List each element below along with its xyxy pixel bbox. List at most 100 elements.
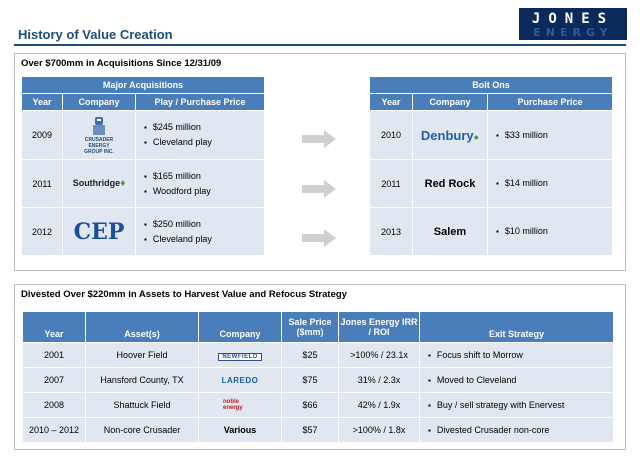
price-text: $14 million xyxy=(496,176,612,191)
year-cell: 2013 xyxy=(370,208,412,255)
detail-cell: $250 million Cleveland play xyxy=(136,208,264,255)
detail-play: Cleveland play xyxy=(144,135,264,150)
crusader-logo-line2: ENERGY xyxy=(88,143,110,149)
year-cell: 2012 xyxy=(22,208,62,255)
laredo-logo-text: LAREDO xyxy=(221,376,259,385)
col-year: Year xyxy=(22,94,62,110)
noble-energy-logo-text: noble energy xyxy=(223,399,243,411)
price-text: $33 million xyxy=(496,128,612,143)
table-row: 2011 Southridge♦ $165 million Woodford p… xyxy=(22,160,264,207)
title-rule xyxy=(14,44,626,46)
page-title: History of Value Creation xyxy=(18,27,173,42)
table-row: 2011 Red Rock $14 million xyxy=(370,160,612,207)
company-cell: Salem xyxy=(413,208,487,255)
exit-cell: Buy / sell strategy with Enervest xyxy=(420,393,613,417)
exit-text: Divested Crusader non-core xyxy=(428,423,613,438)
arrow-right-icon xyxy=(302,130,336,148)
asset-cell: Hoover Field xyxy=(86,343,198,367)
crusader-logo-line3: GROUP INC. xyxy=(84,149,114,155)
exit-cell: Focus shift to Morrow xyxy=(420,343,613,367)
cep-logo: CEP xyxy=(63,208,135,255)
southridge-logo-text: Southridge xyxy=(72,178,121,188)
year-cell: 2009 xyxy=(22,111,62,159)
company-cell: Red Rock xyxy=(413,160,487,207)
southridge-logo: Southridge♦ xyxy=(63,160,135,207)
detail-cell: $245 million Cleveland play xyxy=(136,111,264,159)
divestitures-heading: Divested Over $220mm in Assets to Harves… xyxy=(21,289,347,300)
col-company: Company xyxy=(413,94,487,110)
drop-icon: ● xyxy=(473,131,480,142)
col-company: Company xyxy=(63,94,135,110)
detail-price: $245 million xyxy=(144,120,264,135)
col-year: Year xyxy=(370,94,412,110)
detail-price: $250 million xyxy=(144,217,264,232)
detail-price: $165 million xyxy=(144,169,264,184)
col-play-price: Play / Purchase Price xyxy=(136,94,264,110)
price-cell: $14 million xyxy=(488,160,612,207)
price-cell: $10 million xyxy=(488,208,612,255)
exit-text: Moved to Cleveland xyxy=(428,373,613,388)
price-text: $10 million xyxy=(496,224,612,239)
col-exit-strategy: Exit Strategy xyxy=(420,312,613,342)
crusader-logo-line1: CRUSADER xyxy=(84,137,114,143)
bolt-ons-block: Bolt Ons Year Company Purchase Price 201… xyxy=(370,77,612,256)
asset-cell: Non-core Crusader xyxy=(86,418,198,442)
price-cell: $33 million xyxy=(488,111,612,159)
divestitures-block: Year Asset(s) Company Sale Price ($mm) J… xyxy=(22,311,614,443)
crusader-logo: CRUSADER ENERGY GROUP INC. xyxy=(63,111,135,159)
major-acquisitions-banner: Major Acquisitions xyxy=(22,77,264,93)
exit-text: Buy / sell strategy with Enervest xyxy=(428,398,613,413)
bolt-ons-table: Year Company Purchase Price 2010 Denbury… xyxy=(369,93,613,256)
exit-text: Focus shift to Morrow xyxy=(428,348,613,363)
price-cell: $75 xyxy=(282,368,338,392)
detail-play: Woodford play xyxy=(144,184,264,199)
irr-cell: 31% / 2.3x xyxy=(339,368,419,392)
table-row: 2010 – 2012 Non-core Crusader Various $5… xyxy=(23,418,613,442)
table-row: 2010 Denbury● $33 million xyxy=(370,111,612,159)
detail-cell: $165 million Woodford play xyxy=(136,160,264,207)
company-cell: noble energy xyxy=(199,393,281,417)
acquisitions-heading: Over $700mm in Acquisitions Since 12/31/… xyxy=(21,58,222,69)
logo-jones-text: JONES xyxy=(531,11,615,27)
major-acquisitions-block: Major Acquisitions Year Company Play / P… xyxy=(22,77,264,256)
detail-play: Cleveland play xyxy=(144,232,264,247)
company-cell: Denbury● xyxy=(413,111,487,159)
table-row: 2007 Hansford County, TX LAREDO $75 31% … xyxy=(23,368,613,392)
year-cell: 2010 – 2012 xyxy=(23,418,85,442)
jones-energy-logo: ENERGY JONES xyxy=(519,8,627,40)
year-cell: 2010 xyxy=(370,111,412,159)
table-row: 2013 Salem $10 million xyxy=(370,208,612,255)
table-row: 2009 CRUSADER ENERGY GROUP INC. $245 mil… xyxy=(22,111,264,159)
table-row: 2012 CEP $250 million Cleveland play xyxy=(22,208,264,255)
denbury-logo-text: Denbury xyxy=(420,127,474,143)
arrow-right-icon xyxy=(302,229,336,247)
col-sale-price: Sale Price ($mm) xyxy=(282,312,338,342)
price-cell: $57 xyxy=(282,418,338,442)
irr-cell: >100% / 23.1x xyxy=(339,343,419,367)
price-cell: $25 xyxy=(282,343,338,367)
logo-energy-text: ENERGY xyxy=(533,26,613,39)
year-cell: 2011 xyxy=(22,160,62,207)
asset-cell: Hansford County, TX xyxy=(86,368,198,392)
arrow-right-icon xyxy=(302,180,336,198)
year-cell: 2008 xyxy=(23,393,85,417)
col-assets: Asset(s) xyxy=(86,312,198,342)
major-acquisitions-table: Year Company Play / Purchase Price 2009 … xyxy=(21,93,265,256)
bolt-ons-banner: Bolt Ons xyxy=(370,77,612,93)
irr-cell: >100% / 1.8x xyxy=(339,418,419,442)
year-cell: 2001 xyxy=(23,343,85,367)
irr-cell: 42% / 1.9x xyxy=(339,393,419,417)
table-row: 2008 Shattuck Field noble energy $66 42%… xyxy=(23,393,613,417)
col-year: Year xyxy=(23,312,85,342)
year-cell: 2007 xyxy=(23,368,85,392)
year-cell: 2011 xyxy=(370,160,412,207)
crusader-knight-icon xyxy=(93,117,105,135)
flame-icon: ♦ xyxy=(120,178,126,189)
cep-logo-text: CEP xyxy=(73,218,125,245)
company-cell: Various xyxy=(199,418,281,442)
exit-cell: Moved to Cleveland xyxy=(420,368,613,392)
exit-cell: Divested Crusader non-core xyxy=(420,418,613,442)
newfield-logo-text: NEWFIELD xyxy=(218,352,262,361)
table-row: 2001 Hoover Field NEWFIELD $25 >100% / 2… xyxy=(23,343,613,367)
col-irr-roi: Jones Energy IRR / ROI xyxy=(339,312,419,342)
